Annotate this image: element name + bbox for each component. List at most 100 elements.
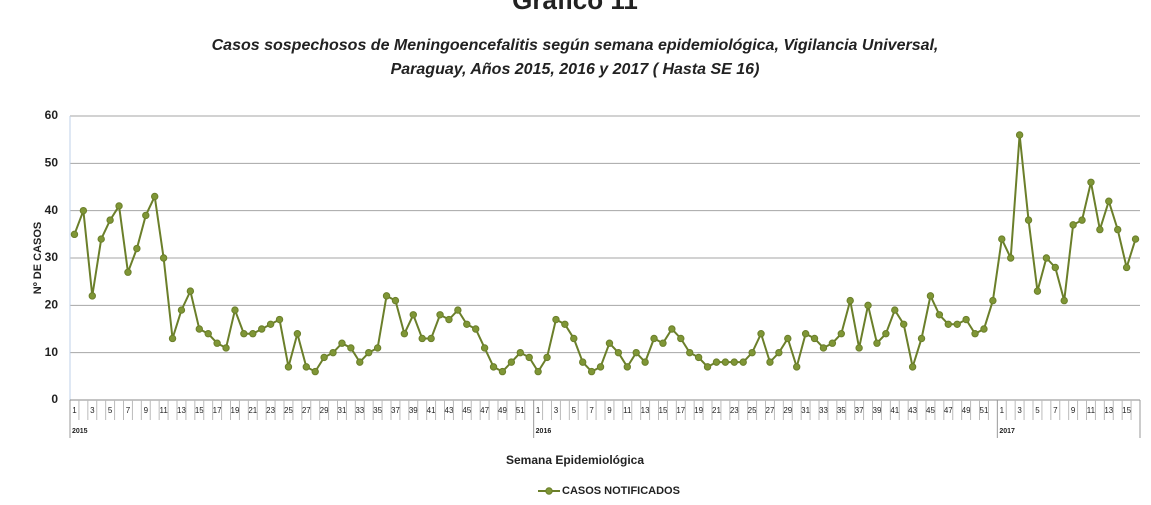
data-point (516, 348, 524, 357)
x-tick-label: 7 (126, 406, 131, 415)
data-point (186, 287, 195, 295)
data-point (373, 344, 382, 352)
data-point (748, 348, 756, 357)
x-tick-label: 9 (144, 406, 149, 415)
x-tick-label: 3 (1017, 406, 1022, 415)
data-point (570, 334, 578, 343)
x-tick-label: 11 (623, 406, 632, 415)
data-point (1069, 221, 1077, 229)
data-point (980, 325, 988, 333)
x-tick-label: 29 (320, 406, 329, 415)
data-point (1087, 178, 1095, 186)
chart-title: Casos sospechosos de Meningoencefalitis … (212, 37, 939, 54)
x-tick-label: 47 (480, 406, 489, 415)
x-tick-label: 3 (554, 406, 559, 415)
x-tick-label: 7 (1053, 406, 1058, 415)
data-point (534, 367, 542, 376)
x-tick-label: 31 (801, 406, 810, 415)
data-point (810, 334, 819, 343)
data-point (302, 363, 310, 371)
data-point (258, 325, 266, 333)
data-point (623, 363, 631, 371)
data-point (730, 358, 738, 366)
legend-marker (545, 487, 553, 495)
data-point (694, 353, 703, 362)
data-point (793, 363, 801, 371)
data-point (944, 320, 952, 328)
x-tick-label: 17 (213, 406, 222, 415)
data-point (650, 334, 658, 343)
x-tick-label: 37 (855, 406, 864, 415)
data-point (846, 296, 854, 305)
data-point (97, 235, 105, 243)
data-point (1042, 254, 1051, 262)
data-point (320, 353, 328, 362)
data-point (828, 339, 837, 347)
x-tick-label: 43 (908, 406, 917, 415)
data-point (418, 334, 426, 343)
data-point (552, 315, 560, 324)
y-tick-label: 40 (45, 203, 59, 217)
data-point (775, 348, 783, 357)
x-tick-label: 49 (962, 406, 971, 415)
data-point (668, 325, 676, 333)
x-tick-label: 5 (572, 406, 577, 415)
data-point (596, 363, 605, 371)
data-point (1007, 254, 1015, 262)
data-point (677, 334, 685, 343)
x-tick-label: 43 (445, 406, 454, 415)
data-point (1060, 296, 1068, 305)
data-point (427, 334, 435, 343)
data-point (703, 363, 712, 371)
x-tick-label: 33 (819, 406, 828, 415)
x-tick-label: 19 (231, 406, 240, 415)
x-tick-label: 5 (1035, 406, 1040, 415)
data-point (382, 292, 391, 300)
data-point (1078, 216, 1086, 224)
x-tick-label: 51 (980, 406, 989, 415)
data-point (249, 330, 257, 338)
data-point (1105, 197, 1113, 205)
data-point (525, 353, 533, 362)
x-tick-label: 21 (248, 406, 257, 415)
data-point (962, 315, 970, 324)
y-axis-label: Nº DE CASOS (32, 222, 44, 294)
data-point (356, 358, 364, 366)
x-tick-label: 23 (730, 406, 739, 415)
data-point (240, 330, 248, 338)
data-point (409, 311, 417, 319)
x-tick-label: 11 (159, 406, 168, 415)
legend-label: CASOS NOTIFICADOS (562, 485, 680, 497)
data-point (1015, 131, 1024, 139)
y-tick-label: 0 (51, 392, 58, 406)
x-tick-label: 13 (177, 406, 186, 415)
data-point (231, 306, 239, 314)
data-point (133, 244, 141, 253)
group-label: 2017 (999, 428, 1015, 435)
data-point (766, 358, 774, 366)
data-point (168, 334, 177, 343)
x-tick-label: 13 (641, 406, 650, 415)
x-tick-label: 23 (266, 406, 275, 415)
x-tick-label: 45 (462, 406, 471, 415)
data-point (79, 206, 88, 215)
data-point (989, 296, 997, 305)
y-tick-label: 10 (45, 345, 59, 359)
x-tick-label: 35 (373, 406, 382, 415)
x-tick-label: 1 (536, 406, 541, 415)
x-tick-label: 17 (676, 406, 685, 415)
data-point (935, 311, 944, 319)
y-tick-label: 20 (45, 298, 59, 312)
data-point (891, 306, 899, 314)
x-tick-label: 27 (302, 406, 311, 415)
x-tick-label: 41 (890, 406, 899, 415)
data-point (311, 367, 319, 376)
data-point (1051, 263, 1059, 272)
data-point (347, 344, 355, 352)
data-point (605, 339, 614, 347)
x-tick-label: 19 (694, 406, 703, 415)
data-point (900, 320, 908, 328)
x-tick-label: 1 (72, 406, 77, 415)
data-point (917, 334, 926, 343)
data-point (579, 358, 587, 366)
